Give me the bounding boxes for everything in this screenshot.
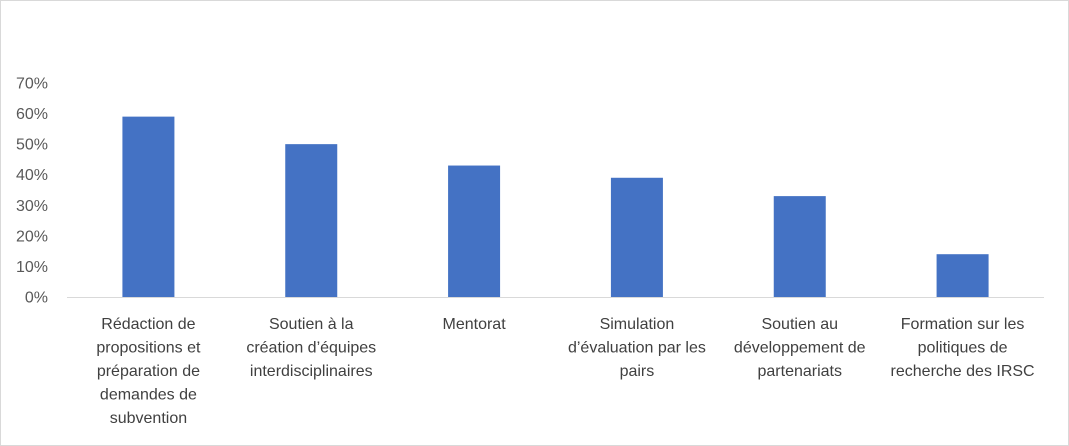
category-label-line: Soutien à la — [269, 316, 354, 333]
y-tick-label: 0% — [25, 290, 48, 307]
category-label-line: Formation sur les — [901, 316, 1025, 333]
category-label-line: pairs — [620, 363, 655, 380]
category-label-line: demandes de — [100, 387, 197, 404]
y-tick-label: 60% — [16, 106, 48, 123]
category-label-line: propositions et — [96, 340, 201, 357]
category-label: Formation sur les politiques de recherche … — [891, 316, 1035, 380]
category-label: Soutien au développement de partenariats — [734, 316, 866, 380]
category-label-line: recherche des IRSC — [891, 363, 1035, 380]
category-label-line: subvention — [110, 410, 187, 427]
y-tick-label: 70% — [16, 76, 48, 93]
bar — [122, 116, 175, 297]
bar — [285, 144, 338, 297]
y-tick-label: 20% — [16, 228, 48, 245]
category-label-line: d’évaluation par les — [568, 340, 706, 357]
category-label: Mentorat — [443, 316, 507, 333]
y-tick-label: 40% — [16, 167, 48, 184]
y-tick-label: 50% — [16, 137, 48, 154]
y-tick-label: 30% — [16, 198, 48, 215]
category-label-line: création d’équipes — [246, 340, 376, 357]
category-label: Rédaction de propositions et préparation d… — [96, 316, 201, 427]
category-label-line: politiques de — [918, 340, 1008, 357]
bar — [448, 165, 501, 297]
category-label: Simulation d’évaluation par les pairs — [568, 316, 706, 380]
category-label-line: Mentorat — [443, 316, 507, 333]
category-label-line: partenariats — [758, 363, 843, 380]
category-label-line: développement de — [734, 340, 866, 357]
category-label: Soutien à la création d’équipes interdisci… — [246, 316, 376, 380]
bar — [610, 177, 663, 297]
category-label-line: interdisciplinaires — [250, 363, 373, 380]
category-label-line: Rédaction de — [101, 316, 195, 333]
y-tick-label: 10% — [16, 259, 48, 276]
category-label-line: préparation de — [97, 363, 200, 380]
category-label-line: Simulation — [600, 316, 675, 333]
category-label-line: Soutien au — [761, 316, 838, 333]
bar — [773, 196, 826, 297]
bar — [936, 254, 989, 297]
